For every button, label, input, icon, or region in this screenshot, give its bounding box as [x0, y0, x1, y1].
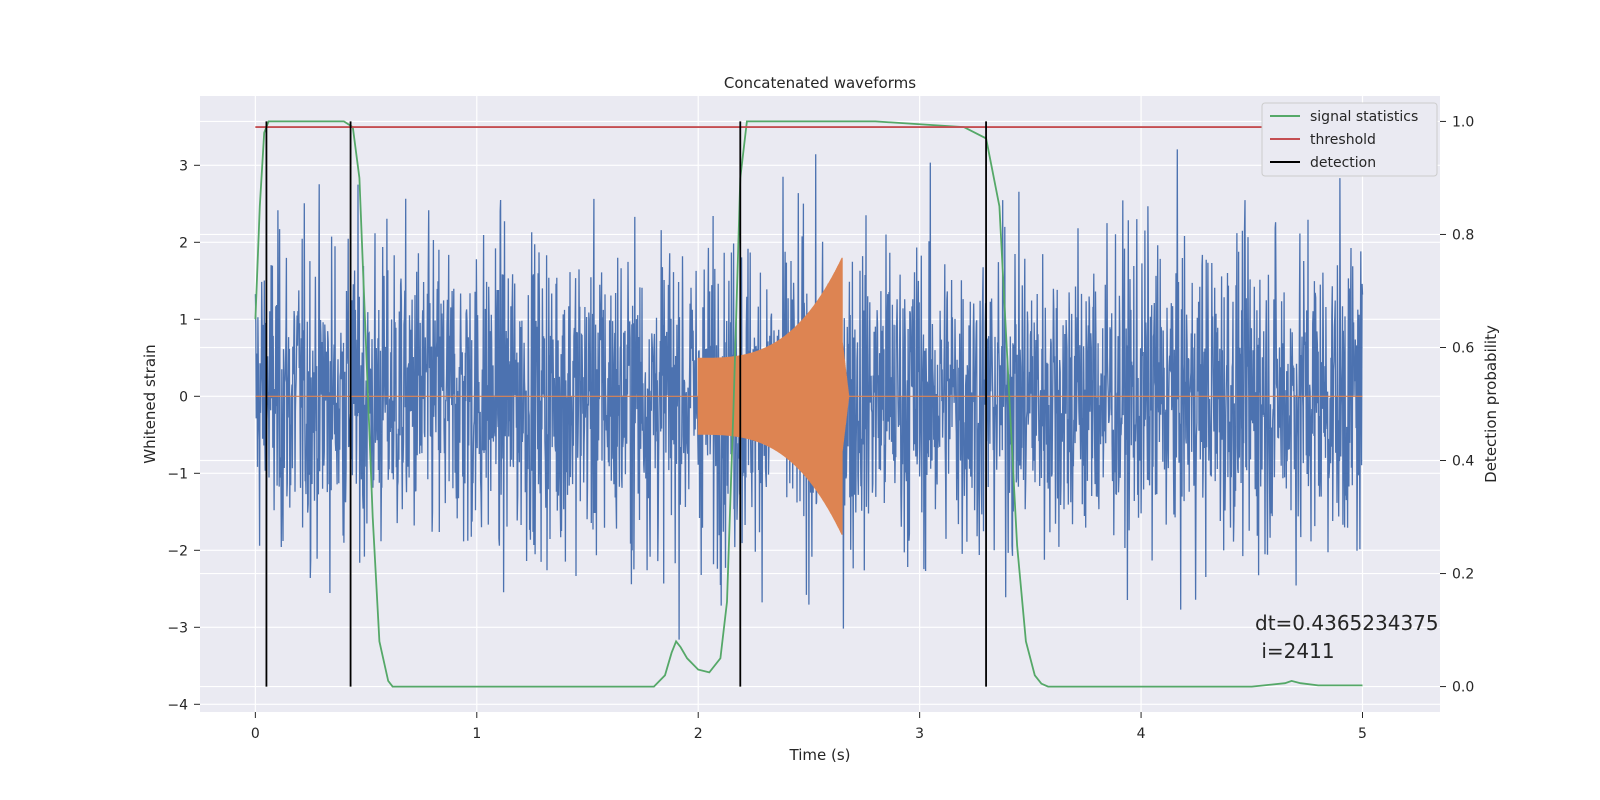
x-tick-label-1: 1: [472, 726, 481, 742]
x-tick-label-0: 0: [251, 726, 260, 742]
legend: signal statistics threshold detection: [1261, 102, 1438, 177]
noise-layer: [254, 149, 1364, 640]
x-tick-label-4: 4: [1137, 726, 1146, 742]
y-axis-right-label: Detection probability: [1482, 325, 1500, 483]
legend-box: [1261, 102, 1438, 177]
annotation-index: i=2411: [1255, 639, 1335, 663]
legend-label-signal-statistics: signal statistics: [1310, 109, 1418, 125]
y-right-tick-label-4: 0.8: [1452, 227, 1474, 243]
legend-label-threshold: threshold: [1310, 132, 1376, 148]
chart-title: Concatenated waveforms: [724, 74, 916, 92]
injected-signal-layer: [255, 257, 1363, 535]
y-tick-label-3: −1: [167, 466, 188, 482]
injected-signal-line: [255, 257, 1363, 535]
y-tick-label-7: 3: [179, 158, 188, 174]
x-axis-label: Time (s): [789, 746, 851, 764]
signal-statistics-line: [254, 120, 1363, 688]
y-right-tick-label-3: 0.6: [1452, 340, 1474, 356]
y-tick-label-5: 1: [179, 312, 188, 328]
tick-labels: 0 1 2 3 4 5 −4 −3 −2 −1 0 1 2 3 0.0 0.2 0.4 0.6 0.8 1.0: [167, 114, 1474, 742]
y-tick-label-6: 2: [179, 235, 188, 251]
y-right-tick-label-2: 0.4: [1452, 454, 1474, 470]
x-tick-label-3: 3: [915, 726, 924, 742]
series-layer: [254, 120, 1363, 688]
x-tick-label-5: 5: [1358, 726, 1367, 742]
y-tick-label-4: 0: [179, 389, 188, 405]
y-right-tick-label-5: 1.0: [1452, 114, 1474, 130]
y-right-tick-label-1: 0.2: [1452, 567, 1474, 583]
y-tick-label-1: −3: [167, 620, 188, 636]
noise-series-line: [254, 149, 1364, 640]
y-tick-label-2: −2: [167, 543, 188, 559]
y-tick-label-0: −4: [167, 697, 188, 713]
y-axis-label: Whitened strain: [141, 344, 159, 463]
y-right-tick-label-0: 0.0: [1452, 680, 1474, 696]
legend-label-detection: detection: [1310, 155, 1376, 171]
x-tick-label-2: 2: [694, 726, 703, 742]
annotation-dt: dt=0.4365234375: [1255, 611, 1439, 635]
